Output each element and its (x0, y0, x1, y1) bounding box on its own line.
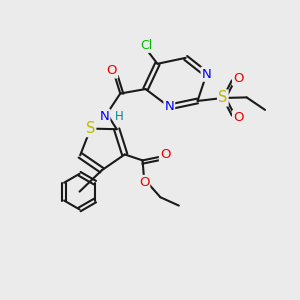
Text: S: S (218, 91, 227, 106)
Text: N: N (202, 68, 211, 81)
Text: O: O (107, 64, 117, 77)
Text: O: O (233, 111, 244, 124)
Text: Cl: Cl (140, 39, 152, 52)
Text: H: H (115, 110, 124, 123)
Text: N: N (100, 110, 110, 123)
Text: S: S (86, 121, 95, 136)
Text: O: O (160, 148, 170, 161)
Text: O: O (139, 176, 149, 189)
Text: O: O (233, 72, 244, 85)
Text: N: N (164, 100, 174, 113)
